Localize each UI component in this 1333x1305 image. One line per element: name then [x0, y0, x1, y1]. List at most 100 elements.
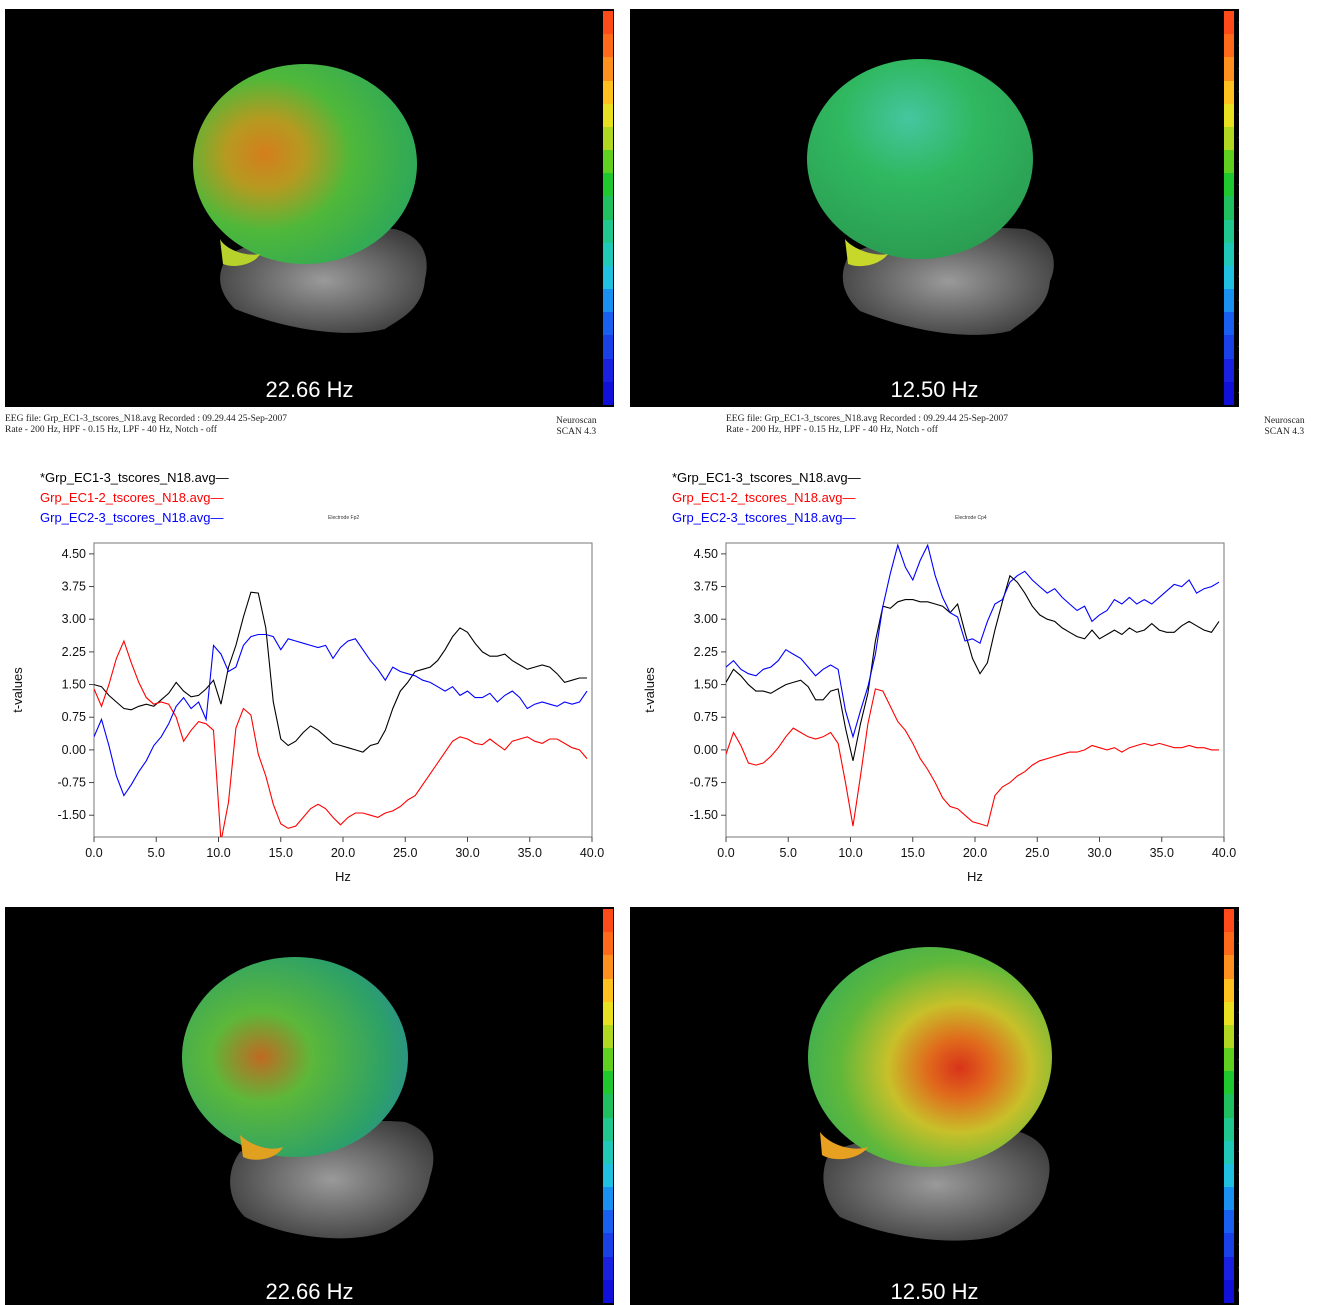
series-line-3: [94, 633, 588, 797]
y-tick-label: 0.00: [62, 743, 86, 757]
colorbar-swatch: +2.8: [603, 1001, 613, 1025]
colorbar-swatch: +1.8: [1224, 1117, 1239, 1141]
colorbar-swatch: +4.2: [1224, 57, 1239, 81]
colorbar-swatch: +4.6: [603, 34, 613, 58]
y-tick-label: 2.25: [62, 645, 86, 659]
colorbar-tick-label: +2.5: [1238, 1057, 1239, 1062]
legend-series-3: Grp_EC2-3_tscores_N18.avg—: [672, 510, 856, 525]
colorbar: +5.0+4.6+4.2+3.9+3.5+3.1+2.8+2.4+2.0+1.6…: [1224, 11, 1239, 405]
series-line-2: [726, 688, 1219, 827]
brand-version: SCAN 4.3: [556, 426, 597, 437]
colorbar-swatch: +2.8: [1224, 150, 1239, 174]
colorbar-swatch: +3.1: [603, 126, 613, 151]
colorbar-swatch: 0: [1224, 1279, 1239, 1303]
colorbar-tick-label: -1.0: [1238, 390, 1239, 395]
y-tick-label: 3.00: [694, 612, 718, 626]
series-line-3: [726, 543, 1220, 739]
legend-series-3: Grp_EC2-3_tscores_N18.avg—: [40, 510, 224, 525]
colorbar-tick-label: +2.8: [1238, 1033, 1239, 1038]
chart-svg: 4.50 3.75 3.00 2.25 1.50 0.75 0.00 -0.75 -1.50 0.…: [642, 542, 1236, 884]
colorbar-swatch: +5.0: [603, 11, 613, 35]
colorbar-tick-label: +5.0: [1238, 20, 1239, 25]
eeg-rate-line: Rate - 200 Hz, HPF - 0.15 Hz, LPF - 40 H…: [5, 424, 217, 435]
colorbar-tick-label: +3.5: [1238, 112, 1239, 117]
colorbar-swatch: +3.1: [1224, 126, 1239, 151]
colorbar-swatch: +1.3: [1224, 242, 1239, 266]
software-brand: Neuroscan SCAN 4.3: [556, 416, 597, 437]
y-tick-label: -1.50: [58, 808, 87, 822]
colorbar-tick-label: +1.3: [1238, 1172, 1239, 1177]
colorbar-swatch: +4.6: [1224, 34, 1239, 58]
colorbar-swatch: +4.0: [603, 932, 613, 956]
colorbar-tick-label: 0: [1238, 1288, 1239, 1293]
chart-svg: 4.50 3.75 3.00 2.25 1.50 0.75 0.00 -0.75 -1.50 0.…: [10, 542, 604, 884]
line-plot-right: *Grp_EC1-3_tscores_N18.avg— Grp_EC1-2_ts…: [632, 465, 1252, 895]
eeg-file-info: EEG file: Grp_EC1-3_tscores_N18.avg Reco…: [5, 414, 287, 435]
colorbar-tick-label: +3.5: [1238, 964, 1239, 969]
topomap-panel-top-left: 22.66 Hz +5.0+4.6+4.2+3.9+3.5+3.1+2.8+2.…: [5, 9, 614, 407]
software-brand: Neuroscan SCAN 4.3: [1264, 416, 1305, 437]
legend-series-2: Grp_EC1-2_tscores_N18.avg—: [672, 490, 856, 505]
colorbar: +5.0+4.6+4.2+3.9+3.5+3.1+2.8+2.4+2.0+1.6…: [603, 11, 613, 405]
colorbar-swatch: +1.3: [1224, 1163, 1239, 1188]
legend-series-1: *Grp_EC1-3_tscores_N18.avg—: [40, 470, 229, 485]
topomap-panel-top-right: 12.50 Hz +5.0 +4.6 +4.2 +3.9 +3.5 +3.1 +2.8 +2.…: [630, 9, 1239, 407]
x-tick-label: 40.0: [1212, 846, 1236, 860]
colorbar-swatch: +2.0: [603, 1048, 613, 1072]
y-tick-label: 4.50: [694, 547, 718, 561]
colorbar-tick-label: -0.3: [1238, 344, 1239, 349]
colorbar-swatch: -0.3: [603, 335, 613, 359]
colorbar-swatch: +0.9: [603, 265, 613, 290]
x-tick-label: 30.0: [455, 846, 479, 860]
legend-series-1: *Grp_EC1-3_tscores_N18.avg—: [672, 470, 861, 485]
colorbar-swatch: +1.0: [1224, 1187, 1239, 1211]
colorbar-tick-label: +0.5: [1238, 298, 1239, 303]
colorbar-tick-label: +0.1: [1238, 321, 1239, 326]
colorbar-tick-label: +1.3: [1238, 251, 1239, 256]
colorbar-swatch: +0.8: [1224, 1210, 1239, 1234]
colorbar-swatch: +2.8: [603, 150, 613, 174]
y-tick-label: 0.75: [62, 710, 86, 724]
electrode-title: Electrode Cp4: [955, 515, 987, 521]
colorbar-tick-label: +0.5: [1238, 1242, 1239, 1247]
colorbar-tick-label: +3.3: [1238, 987, 1239, 992]
colorbar-tick-label: +2.0: [1238, 1103, 1239, 1108]
colorbar-swatch: +1.5: [1224, 1140, 1239, 1164]
topomap-panel-bottom-right: 12.50 Hz +4.0 +3.8 +3.5 +3.3 +3.0 +2.8 +2.5 +2.…: [630, 907, 1239, 1305]
series-line-1: [726, 574, 1220, 761]
colorbar-swatch: -1.2: [603, 1233, 613, 1257]
y-tick-label: 3.75: [694, 580, 718, 594]
brand-version: SCAN 4.3: [1264, 426, 1305, 437]
colorbar-tick-label: +0.8: [1238, 1219, 1239, 1224]
x-axis-label: Hz: [335, 869, 351, 884]
colorbar-swatch: +0.5: [603, 289, 613, 313]
colorbar-swatch: +4.2: [603, 57, 613, 81]
colorbar-swatch: +0.3: [1224, 1256, 1239, 1280]
colorbar-swatch: +3.6: [603, 955, 613, 979]
y-tick-label: 3.00: [62, 612, 86, 626]
colorbar-swatch: +1.3: [603, 242, 613, 266]
x-tick-label: 20.0: [331, 846, 355, 860]
colorbar: +4.4+4.0+3.6+3.2+2.8+2.4+2.0+1.6+1.2+0.8…: [603, 909, 613, 1303]
brand-name: Neuroscan: [1264, 416, 1305, 426]
x-tick-label: 10.0: [838, 846, 862, 860]
colorbar-tick-label: +0.9: [1238, 274, 1239, 279]
x-tick-label: 30.0: [1087, 846, 1111, 860]
colorbar-tick-label: +1.6: [1238, 228, 1239, 233]
colorbar-swatch: +2.5: [1224, 1048, 1239, 1072]
colorbar-swatch: +0.01: [603, 1163, 613, 1188]
plot-area: [725, 542, 1225, 838]
colorbar-tick-label: +3.0: [1238, 1010, 1239, 1015]
x-axis-label: Hz: [967, 869, 983, 884]
head-map-image: [193, 64, 427, 333]
colorbar-tick-label: +4.6: [1238, 43, 1239, 48]
x-tick-label: 5.0: [148, 846, 165, 860]
colorbar-swatch: +2.4: [1224, 173, 1239, 197]
colorbar-swatch: +2.4: [603, 173, 613, 197]
colorbar-swatch: -1.6: [603, 1256, 613, 1280]
x-tick-label: 20.0: [963, 846, 987, 860]
colorbar-swatch: +1.6: [603, 219, 613, 243]
colorbar-swatch: -0.6: [603, 358, 613, 382]
eeg-file-line: EEG file: Grp_EC1-3_tscores_N18.avg Reco…: [5, 414, 288, 424]
colorbar-swatch: +3.5: [603, 103, 613, 127]
